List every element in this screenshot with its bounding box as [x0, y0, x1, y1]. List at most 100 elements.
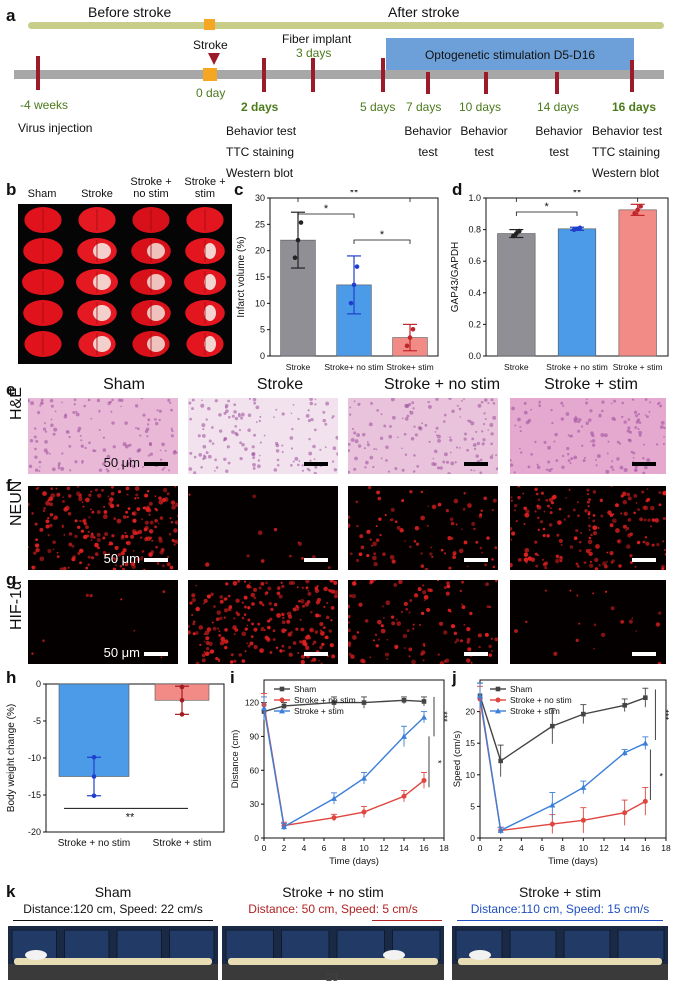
nucleus	[581, 444, 584, 447]
signal	[558, 556, 564, 561]
nucleus	[117, 398, 122, 402]
nucleus	[43, 422, 46, 425]
nucleus	[408, 402, 412, 406]
signal	[560, 543, 563, 547]
nucleus	[290, 447, 294, 450]
signal	[650, 505, 655, 511]
task-line: Behavior	[460, 124, 508, 138]
signal	[639, 517, 644, 522]
signal	[580, 532, 583, 534]
nucleus	[193, 455, 197, 459]
signal	[96, 510, 101, 514]
nucleus	[109, 400, 113, 404]
y-tick-label: 0.4	[468, 288, 481, 298]
nucleus	[388, 434, 393, 439]
nucleus	[128, 443, 132, 447]
signal	[635, 630, 638, 632]
signal	[586, 500, 590, 504]
nucleus	[77, 426, 82, 431]
signal	[319, 621, 324, 627]
stain-bg	[28, 398, 178, 474]
signal	[323, 605, 326, 609]
signal	[132, 518, 137, 523]
signal	[169, 517, 172, 520]
nucleus	[273, 468, 278, 472]
signal	[157, 522, 160, 525]
cabinet	[563, 929, 611, 961]
series-line	[479, 698, 646, 832]
row-label-he: H&E	[8, 387, 25, 420]
scale-bar	[464, 462, 488, 466]
nucleus	[596, 454, 601, 459]
data-point	[404, 343, 410, 349]
nucleus	[255, 421, 258, 423]
signal	[359, 534, 364, 539]
y-tick-label: -20	[28, 827, 41, 837]
signal	[280, 581, 283, 584]
signal	[524, 547, 530, 553]
micro-col-label: Stroke + stim	[544, 376, 638, 393]
nucleus	[475, 454, 479, 458]
x-tick-label: 16	[641, 843, 651, 853]
signal	[409, 490, 413, 494]
nucleus	[134, 426, 137, 429]
signal	[643, 518, 647, 522]
signal	[329, 643, 334, 648]
signal	[355, 500, 359, 504]
signal	[486, 605, 490, 609]
nucleus	[247, 413, 252, 418]
signal	[484, 563, 488, 567]
signal	[568, 488, 571, 491]
signal	[587, 539, 593, 545]
signal	[563, 518, 566, 521]
nucleus	[225, 469, 229, 473]
signal	[315, 613, 320, 618]
nucleus	[110, 410, 113, 413]
signal	[198, 625, 204, 630]
cabinet	[392, 929, 441, 961]
signal	[67, 494, 72, 498]
nucleus	[28, 398, 30, 403]
signal	[536, 505, 542, 510]
y-tick-label: 20	[466, 707, 476, 717]
nucleus	[446, 460, 450, 464]
nucleus	[105, 468, 108, 471]
nucleus	[57, 466, 61, 470]
nucleus	[146, 435, 149, 438]
nucleus	[170, 408, 173, 412]
nucleus	[88, 441, 91, 445]
signal	[96, 532, 101, 537]
signal	[393, 582, 398, 587]
nucleus	[231, 430, 235, 434]
signal	[589, 560, 593, 563]
signal	[593, 647, 595, 650]
nucleus	[197, 434, 201, 438]
signal	[513, 503, 518, 508]
x-axis-label: Time (days)	[548, 856, 598, 867]
signal	[642, 540, 646, 544]
signal	[437, 653, 440, 656]
signal	[615, 503, 619, 508]
signal	[658, 490, 662, 494]
nucleus	[349, 406, 352, 409]
signal	[361, 659, 366, 664]
x-tick-label: 6	[322, 843, 327, 853]
signal	[515, 520, 518, 523]
signal	[305, 586, 309, 590]
signal	[237, 580, 241, 583]
signal	[39, 527, 44, 532]
signal	[135, 531, 139, 535]
nucleus	[50, 423, 54, 428]
signal	[420, 564, 425, 568]
nucleus	[87, 398, 91, 402]
signal	[645, 498, 649, 503]
infarct-region	[147, 243, 165, 259]
nucleus	[237, 414, 241, 418]
nucleus	[459, 447, 461, 449]
nucleus	[492, 402, 496, 405]
signal	[67, 511, 72, 516]
signal	[195, 661, 200, 664]
signal	[56, 551, 59, 554]
nucleus	[68, 435, 71, 439]
task-line: Behavior	[535, 124, 583, 138]
